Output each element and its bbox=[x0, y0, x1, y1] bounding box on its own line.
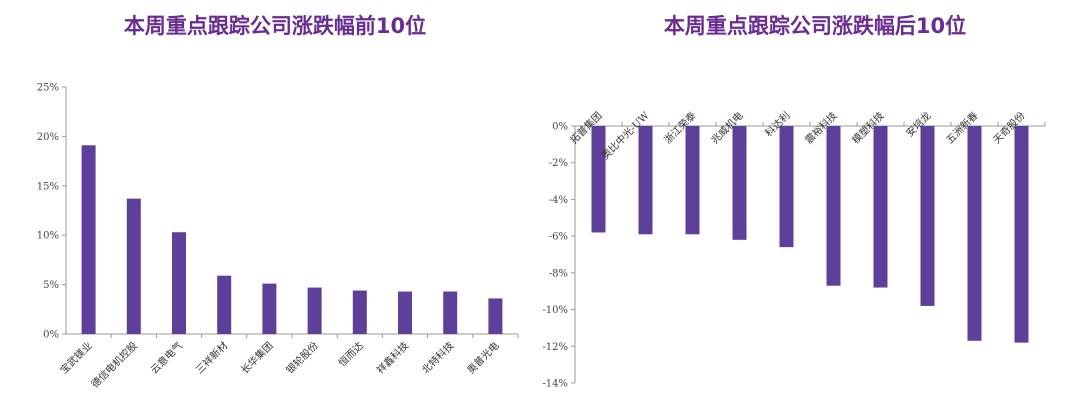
right-bar bbox=[591, 126, 606, 233]
right-bar bbox=[779, 126, 794, 248]
right-bar bbox=[732, 126, 747, 240]
right-bar bbox=[685, 126, 700, 235]
right-tick-label: -14% bbox=[542, 379, 568, 390]
right-chart-title: 本周重点跟踪公司涨跌幅后10位 bbox=[663, 14, 967, 38]
right-bar bbox=[638, 126, 653, 235]
left-category-label: 北特科技 bbox=[419, 339, 456, 376]
left-chart-title: 本周重点跟踪公司涨跌幅前10位 bbox=[123, 14, 427, 38]
right-tick-label: -10% bbox=[542, 305, 568, 316]
left-tick-label: 5% bbox=[43, 280, 59, 291]
left-bar bbox=[126, 198, 141, 334]
left-category-label: 云意电气 bbox=[148, 339, 185, 376]
left-bar bbox=[352, 290, 367, 334]
right-tick-label: -4% bbox=[549, 195, 568, 206]
right-tick-label: 0% bbox=[552, 122, 568, 133]
right-tick-label: -6% bbox=[549, 232, 568, 243]
left-bar bbox=[307, 287, 322, 334]
left-tick-label: 15% bbox=[37, 181, 59, 192]
left-category-label: 德信电机控股 bbox=[88, 339, 140, 391]
left-bar bbox=[443, 291, 458, 334]
right-bar bbox=[967, 126, 982, 341]
left-category-label: 长华集团 bbox=[238, 339, 275, 376]
left-tick-label: 20% bbox=[37, 132, 59, 143]
right-tick-label: -8% bbox=[549, 268, 568, 279]
right-tick-label: -2% bbox=[549, 158, 568, 169]
right-bar bbox=[873, 126, 888, 288]
right-bar bbox=[826, 126, 841, 286]
left-bar bbox=[262, 283, 277, 334]
left-tick-label: 25% bbox=[37, 83, 59, 94]
left-category-label: 祥鑫科技 bbox=[374, 339, 411, 376]
left-category-label: 恒而达 bbox=[336, 339, 366, 369]
left-bar bbox=[172, 232, 186, 334]
right-bar bbox=[920, 126, 935, 306]
left-category-label: 宝武镁业 bbox=[57, 339, 94, 376]
left-bar bbox=[488, 298, 503, 334]
right-bar bbox=[1014, 126, 1029, 343]
left-bar bbox=[81, 145, 96, 334]
left-category-label: 三祥新材 bbox=[193, 339, 230, 376]
right-tick-label: -12% bbox=[542, 342, 568, 353]
left-tick-label: 0% bbox=[43, 330, 59, 341]
left-tick-label: 10% bbox=[37, 231, 59, 242]
left-bar bbox=[217, 275, 232, 334]
left-category-label: 奥普光电 bbox=[464, 339, 501, 376]
left-bar bbox=[398, 291, 412, 334]
left-category-label: 银轮股份 bbox=[283, 339, 320, 376]
